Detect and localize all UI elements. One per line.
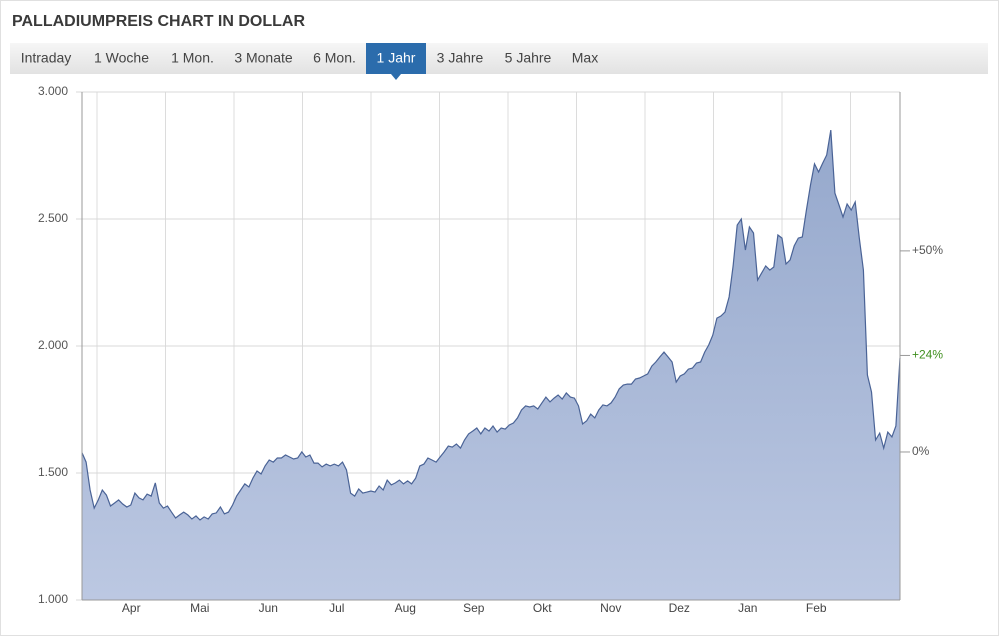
tab-label[interactable]: 1 Jahr — [377, 50, 416, 66]
x-tick-label: Sep — [463, 601, 485, 615]
tab-pointer — [391, 74, 401, 80]
tab[interactable]: 5 Jahre — [505, 50, 552, 66]
tab-label[interactable]: 1 Woche — [94, 50, 149, 66]
tab-label[interactable]: Intraday — [21, 50, 72, 66]
tab[interactable]: 6 Mon. — [313, 50, 356, 66]
x-tick-label: Feb — [806, 601, 827, 615]
y-tick-label: 3.000 — [38, 84, 68, 98]
y2-tick-label: +50% — [912, 243, 943, 257]
tab[interactable]: 1 Mon. — [171, 50, 214, 66]
tab-active-bg — [366, 43, 426, 74]
x-tick-label: Apr — [122, 601, 141, 615]
y-tick-label: 2.000 — [38, 338, 68, 352]
tab-label[interactable]: 5 Jahre — [505, 50, 552, 66]
tab[interactable]: 1 Woche — [94, 50, 149, 66]
tab-label[interactable]: 3 Monate — [234, 50, 293, 66]
tab[interactable]: 3 Jahre — [437, 50, 484, 66]
y2-tick-label: +24% — [912, 348, 943, 362]
chart-title: PALLADIUMPREIS CHART IN DOLLAR — [12, 13, 305, 30]
area — [82, 130, 900, 600]
tab[interactable]: 3 Monate — [234, 50, 293, 66]
tab[interactable]: 1 Jahr — [366, 43, 426, 80]
line — [81, 130, 901, 521]
x-tick-label: Okt — [533, 601, 552, 615]
tab-bar — [10, 43, 988, 74]
x-tick-label: Nov — [600, 601, 621, 615]
y-tick-label: 2.500 — [38, 211, 68, 225]
y-tick-label: 1.500 — [38, 465, 68, 479]
tab-label[interactable]: 6 Mon. — [313, 50, 356, 66]
tab[interactable]: Max — [572, 50, 598, 66]
tab-label[interactable]: Max — [572, 50, 598, 66]
x-tick-label: Dez — [669, 601, 690, 615]
x-tick-label: Jul — [329, 601, 344, 615]
y-tick-label: 1.000 — [38, 592, 68, 606]
x-tick-label: Aug — [395, 601, 416, 615]
y2-tick-label: 0% — [912, 444, 930, 458]
tab-label[interactable]: 3 Jahre — [437, 50, 484, 66]
x-tick-label: Jan — [738, 601, 757, 615]
tab-label[interactable]: 1 Mon. — [171, 50, 214, 66]
x-tick-label: Jun — [259, 601, 278, 615]
x-tick-label: Mai — [190, 601, 209, 615]
tab[interactable]: Intraday — [21, 50, 72, 66]
